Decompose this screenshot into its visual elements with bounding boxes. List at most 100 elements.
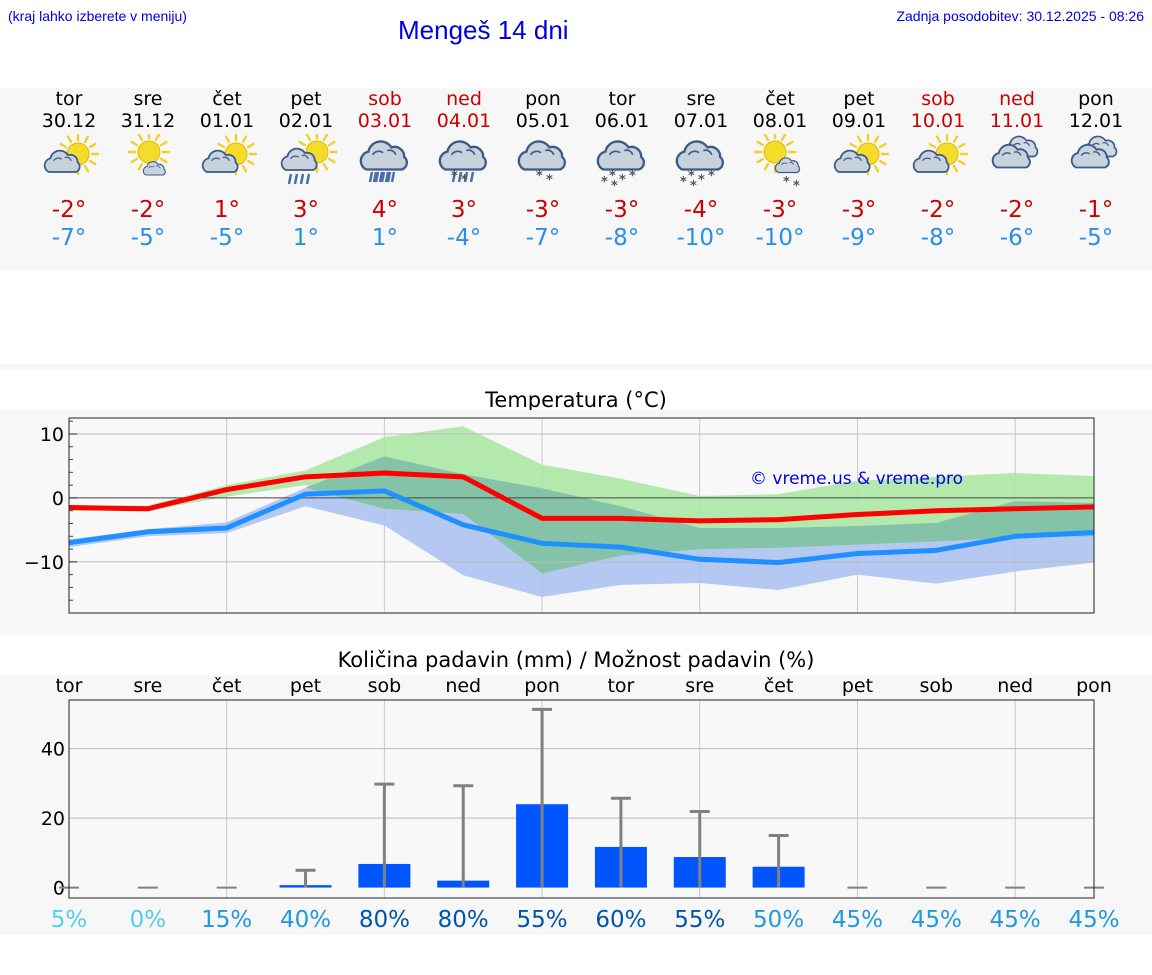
- plot-area: [68, 699, 1095, 899]
- svg-text:*: *: [690, 179, 697, 194]
- temp-min: -5°: [209, 225, 245, 251]
- day-date: 31.12: [120, 110, 176, 132]
- min-temp-point: [620, 546, 622, 548]
- temperature-chart-title: Temperatura (°C): [485, 388, 667, 412]
- min-temp-point: [462, 524, 464, 526]
- day-name: pon: [1078, 88, 1114, 110]
- day-date: 07.01: [673, 110, 729, 132]
- day-date: 02.01: [278, 110, 334, 132]
- sun-cloud-snow-icon: * *: [741, 132, 820, 196]
- sun-small-cloud-icon: [109, 132, 188, 196]
- min-temp-point: [305, 493, 307, 495]
- precip-chance-label: 40%: [280, 907, 331, 933]
- cloudy-icon: [1057, 132, 1136, 196]
- day-forecast: čet 01.01 1° -5°: [188, 88, 267, 252]
- precip-chance-label: 45%: [990, 907, 1041, 933]
- temp-min: -8°: [920, 225, 956, 251]
- min-temp-point: [541, 542, 543, 544]
- xtick-label: pet: [290, 675, 321, 697]
- min-temp-point: [856, 553, 858, 555]
- xtick-label: tor: [56, 675, 83, 697]
- cloud-rain-icon: [346, 132, 425, 196]
- min-temp-point: [147, 531, 149, 533]
- day-name: pet: [290, 88, 322, 110]
- day-date: 30.12: [41, 110, 97, 132]
- day-date: 12.01: [1068, 110, 1124, 132]
- day-forecast: pet 09.01 -3° -9°: [820, 88, 899, 252]
- max-temp-point: [935, 510, 937, 512]
- day-date: 05.01: [515, 110, 571, 132]
- temp-min: 1°: [292, 225, 320, 251]
- day-name: ned: [446, 88, 482, 110]
- ytick-label: −10: [24, 552, 64, 574]
- watermark: © vreme.us & vreme.pro: [750, 469, 963, 489]
- max-temp-point: [620, 517, 622, 519]
- max-temp-point: [305, 476, 307, 478]
- temp-max: -2°: [51, 197, 87, 223]
- day-name: ned: [999, 88, 1035, 110]
- xtick-label: pet: [842, 675, 873, 697]
- cloudy-icon: [978, 132, 1057, 196]
- day-name: čet: [212, 88, 242, 110]
- day-date: 03.01: [357, 110, 413, 132]
- temp-min: 1°: [371, 225, 399, 251]
- day-name: tor: [608, 88, 636, 110]
- plot-border: [68, 417, 1095, 614]
- max-temp-point: [462, 476, 464, 478]
- svg-text:*: *: [611, 179, 618, 194]
- temp-min: -9°: [841, 225, 877, 251]
- max-temp-point: [778, 519, 780, 521]
- cloud-snow-icon: * * * * *: [662, 132, 741, 196]
- temp-min: -5°: [130, 225, 166, 251]
- day-name: sob: [921, 88, 955, 110]
- precip-chance-label: 45%: [1068, 907, 1119, 933]
- precip-chance-label: 80%: [359, 907, 410, 933]
- day-date: 08.01: [752, 110, 808, 132]
- temp-max: -3°: [525, 197, 561, 223]
- day-forecast: pon 05.01 * * -3° -7°: [504, 88, 583, 252]
- svg-text:*: *: [536, 169, 543, 184]
- svg-text:*: *: [708, 169, 715, 184]
- temp-min: -8°: [604, 225, 640, 251]
- day-name: tor: [55, 88, 83, 110]
- precip-chance-label: 60%: [595, 907, 646, 933]
- temp-max: -1°: [1078, 197, 1114, 223]
- precip-chance-label: 55%: [674, 907, 725, 933]
- svg-text:*: *: [461, 173, 468, 188]
- overlap-band: [69, 456, 1094, 574]
- cloud-light-snow-icon: * *: [504, 132, 583, 196]
- day-date: 04.01: [436, 110, 492, 132]
- xtick-label: tor: [607, 675, 634, 697]
- temp-min: -7°: [525, 225, 561, 251]
- min-temp-point: [778, 561, 780, 563]
- ytick-label: 0: [53, 878, 65, 900]
- svg-text:*: *: [601, 175, 608, 190]
- temp-max: -3°: [604, 197, 640, 223]
- xtick-label: sob: [368, 675, 402, 697]
- xtick-label: sre: [133, 675, 162, 697]
- xtick-label: ned: [997, 675, 1033, 697]
- precip-chance-label: 45%: [832, 907, 883, 933]
- temp-max: 4°: [371, 197, 399, 223]
- day-forecast: pet 02.01 3° 1°: [267, 88, 346, 252]
- max-temp-point: [1014, 508, 1016, 510]
- svg-text:*: *: [688, 169, 695, 184]
- day-forecast: sob 03.01 4° 1°: [346, 88, 425, 252]
- cloud-sleet-icon: * *: [425, 132, 504, 196]
- ytick-label: 40: [41, 739, 65, 761]
- day-name: sob: [368, 88, 402, 110]
- svg-text:*: *: [619, 173, 626, 188]
- min-temp-point: [383, 490, 385, 492]
- precipitation-chart-title: Količina padavin (mm) / Možnost padavin …: [337, 648, 815, 672]
- location-hint: (kraj lahko izberete v meniju): [8, 8, 187, 24]
- day-forecast: pon 12.01 -1° -5°: [1057, 88, 1136, 252]
- min-temp-point: [935, 549, 937, 551]
- partly-cloudy-icon: [820, 132, 899, 196]
- partly-cloudy-rain-icon: [267, 132, 346, 196]
- svg-text:*: *: [629, 169, 636, 184]
- max-temp-line: [68, 470, 1095, 524]
- temp-max: -2°: [920, 197, 956, 223]
- precip-chance-label: 0%: [130, 907, 167, 933]
- max-temp-point: [541, 517, 543, 519]
- day-forecast: tor 30.12 -2° -7°: [30, 88, 109, 252]
